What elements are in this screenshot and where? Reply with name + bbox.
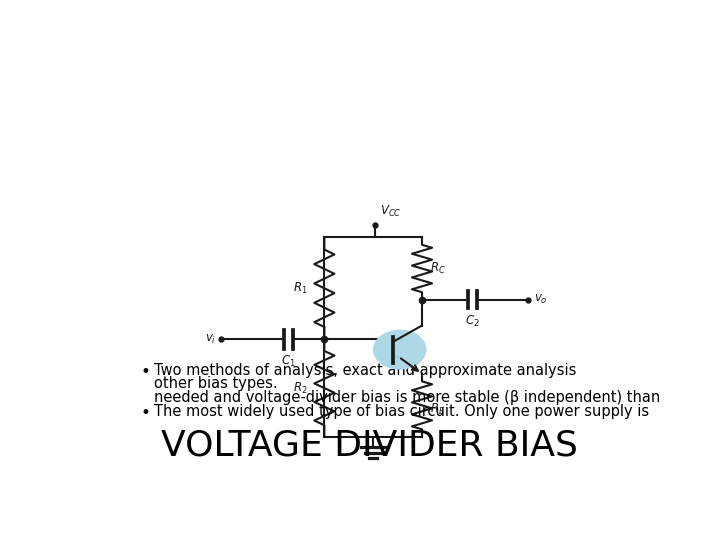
Text: Two methods of analysis, exact and approximate analysis: Two methods of analysis, exact and appro… xyxy=(154,362,577,377)
Text: $R_2$: $R_2$ xyxy=(293,381,307,396)
Text: $R_C$: $R_C$ xyxy=(431,261,446,276)
Text: $R_E$: $R_E$ xyxy=(431,402,446,417)
Text: $C_1$: $C_1$ xyxy=(281,354,295,369)
Text: $R_1$: $R_1$ xyxy=(293,281,307,296)
Text: needed and voltage-divider bias is more stable (β independent) than: needed and voltage-divider bias is more … xyxy=(154,390,660,405)
Text: $v_o$: $v_o$ xyxy=(534,293,547,306)
Circle shape xyxy=(373,329,426,369)
Text: VOLTAGE DIVIDER BIAS: VOLTAGE DIVIDER BIAS xyxy=(161,428,577,462)
Text: The most widely used type of bias circuit. Only one power supply is: The most widely used type of bias circui… xyxy=(154,404,649,418)
Text: $V_{CC}$: $V_{CC}$ xyxy=(380,204,402,219)
Text: •: • xyxy=(140,362,150,381)
Text: $v_i$: $v_i$ xyxy=(205,333,217,346)
Text: $C_2$: $C_2$ xyxy=(465,313,480,328)
Text: other bias types.: other bias types. xyxy=(154,376,278,392)
Text: •: • xyxy=(140,404,150,422)
